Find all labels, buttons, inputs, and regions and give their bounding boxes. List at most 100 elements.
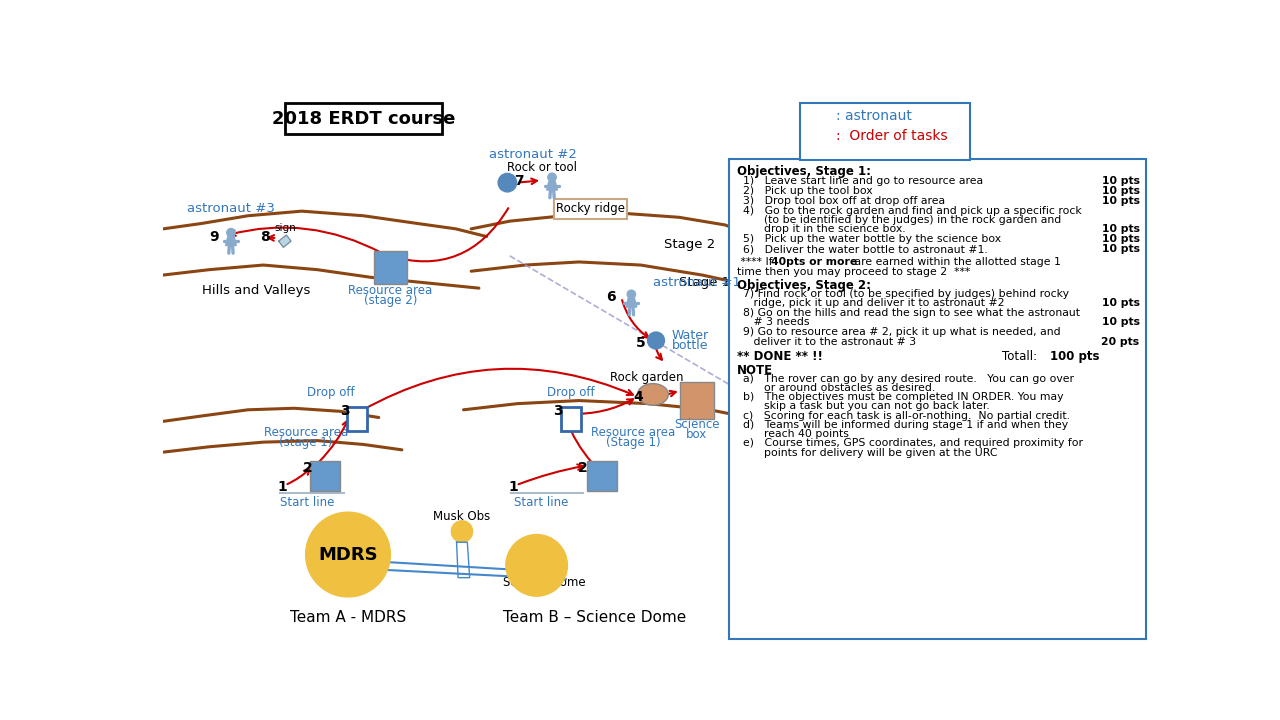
Text: :  Order of tasks: : Order of tasks	[836, 129, 947, 143]
Circle shape	[451, 521, 472, 542]
Circle shape	[498, 174, 517, 192]
Text: 10 pts: 10 pts	[1102, 196, 1139, 206]
Text: 2: 2	[579, 461, 588, 474]
Text: 2018 ERDT course: 2018 ERDT course	[271, 109, 456, 127]
Text: Resource area: Resource area	[591, 426, 675, 439]
Text: : astronaut: : astronaut	[836, 109, 913, 122]
Circle shape	[818, 115, 826, 122]
FancyBboxPatch shape	[310, 462, 339, 490]
Text: ** DONE ** !!: ** DONE ** !!	[737, 350, 823, 363]
FancyBboxPatch shape	[562, 408, 581, 431]
Text: # 3 needs: # 3 needs	[742, 318, 809, 328]
Text: 4)   Go to the rock garden and find and pick up a specific rock: 4) Go to the rock garden and find and pi…	[742, 206, 1082, 216]
Text: 20 pts: 20 pts	[1101, 337, 1139, 346]
Text: 6)   Deliver the water bottle to astronaut #1.: 6) Deliver the water bottle to astronaut…	[742, 244, 988, 254]
Text: Stage 2: Stage 2	[664, 238, 716, 251]
Text: 10 pts: 10 pts	[1102, 298, 1139, 308]
Text: Resource area: Resource area	[264, 426, 348, 439]
Text: 1: 1	[278, 480, 288, 494]
Text: are earned within the allotted stage 1: are earned within the allotted stage 1	[851, 257, 1061, 267]
Text: c)   Scoring for each task is all-or-nothing.  No partial credit.: c) Scoring for each task is all-or-nothi…	[742, 410, 1070, 420]
Text: Start line: Start line	[280, 495, 334, 509]
Text: Science dome: Science dome	[503, 576, 586, 589]
Text: 4: 4	[634, 390, 643, 404]
Text: 10 pts: 10 pts	[1102, 176, 1139, 186]
Text: 1)   Leave start line and go to resource area: 1) Leave start line and go to resource a…	[742, 176, 983, 186]
Text: 5: 5	[636, 336, 645, 350]
FancyBboxPatch shape	[680, 382, 714, 419]
Circle shape	[548, 173, 557, 181]
Text: astronaut #2: astronaut #2	[489, 148, 577, 161]
Text: skip a task but you can not go back later.: skip a task but you can not go back late…	[742, 401, 989, 411]
Polygon shape	[225, 237, 237, 246]
Text: reach 40 points: reach 40 points	[742, 429, 849, 439]
FancyBboxPatch shape	[730, 159, 1147, 639]
Polygon shape	[817, 122, 827, 130]
Circle shape	[227, 228, 236, 237]
Text: Rock or tool: Rock or tool	[507, 161, 577, 174]
Text: Science: Science	[675, 418, 719, 431]
Circle shape	[627, 290, 636, 299]
Text: 5)   Pick up the water bottle by the science box: 5) Pick up the water bottle by the scien…	[742, 234, 1001, 244]
Text: 10 pts: 10 pts	[1102, 318, 1139, 328]
Text: 10 pts: 10 pts	[1102, 224, 1139, 234]
Text: 1: 1	[508, 480, 518, 494]
Text: e)   Course times, GPS coordinates, and required proximity for: e) Course times, GPS coordinates, and re…	[742, 438, 1083, 449]
Text: 7) Find rock or tool (to be specified by judges) behind rocky: 7) Find rock or tool (to be specified by…	[742, 289, 1069, 299]
Circle shape	[506, 534, 567, 596]
Circle shape	[648, 332, 664, 349]
Polygon shape	[457, 542, 470, 577]
Text: Team A - MDRS: Team A - MDRS	[289, 611, 406, 625]
Text: (to be identified by the judges) in the rock garden and: (to be identified by the judges) in the …	[742, 215, 1061, 225]
Ellipse shape	[637, 384, 668, 405]
Text: d)   Teams will be informed during stage 1 if and when they: d) Teams will be informed during stage 1…	[742, 420, 1068, 430]
Text: 2)   Pick up the tool box: 2) Pick up the tool box	[742, 186, 873, 196]
Text: astronaut #1: astronaut #1	[653, 276, 741, 289]
Text: b)   The objectives must be completed IN ORDER. You may: b) The objectives must be completed IN O…	[742, 392, 1064, 402]
Text: Stage 1: Stage 1	[680, 276, 731, 289]
Text: Team B – Science Dome: Team B – Science Dome	[503, 611, 686, 625]
Text: MDRS: MDRS	[319, 546, 378, 564]
Text: (stage 1): (stage 1)	[279, 436, 333, 449]
Circle shape	[306, 512, 390, 597]
Text: 3)   Drop tool box off at drop off area: 3) Drop tool box off at drop off area	[742, 196, 945, 206]
Text: Water: Water	[672, 328, 709, 341]
Text: Rocky ridge: Rocky ridge	[556, 202, 625, 215]
Polygon shape	[547, 181, 558, 190]
Text: 100 pts: 100 pts	[1050, 350, 1100, 363]
Text: (stage 2): (stage 2)	[364, 294, 417, 307]
Text: 10 pts: 10 pts	[1102, 244, 1139, 254]
Text: Musk Obs: Musk Obs	[434, 510, 490, 523]
Text: Totall:: Totall:	[1002, 350, 1038, 363]
Text: 10 pts: 10 pts	[1102, 186, 1139, 196]
Text: a)   The rover can go by any desired route.   You can go over: a) The rover can go by any desired route…	[742, 374, 1074, 384]
Text: Drop off: Drop off	[307, 387, 355, 400]
Text: Resource area: Resource area	[348, 284, 433, 297]
FancyBboxPatch shape	[588, 462, 617, 490]
Text: (Stage 1): (Stage 1)	[605, 436, 660, 449]
Text: Objectives, Stage 1:: Objectives, Stage 1:	[737, 165, 870, 178]
Text: box: box	[686, 428, 708, 441]
Text: 8) Go on the hills and read the sign to see what the astronaut: 8) Go on the hills and read the sign to …	[742, 308, 1080, 318]
Text: 10 pts: 10 pts	[1102, 234, 1139, 244]
Text: time then you may proceed to stage 2  ***: time then you may proceed to stage 2 ***	[737, 266, 970, 276]
FancyBboxPatch shape	[800, 102, 970, 160]
Text: deliver it to the astronaut # 3: deliver it to the astronaut # 3	[742, 337, 916, 346]
Text: Start line: Start line	[513, 495, 568, 509]
FancyBboxPatch shape	[285, 104, 442, 134]
Text: drop it in the science box.: drop it in the science box.	[742, 224, 906, 234]
Text: 8: 8	[260, 230, 270, 244]
Text: 3: 3	[553, 405, 562, 418]
Text: Drop off: Drop off	[548, 387, 595, 400]
FancyBboxPatch shape	[374, 251, 407, 284]
FancyBboxPatch shape	[554, 199, 627, 219]
Text: Hills and Valleys: Hills and Valleys	[202, 284, 310, 297]
Text: 3: 3	[340, 405, 349, 418]
Text: bottle: bottle	[672, 339, 708, 352]
Text: 9) Go to resource area # 2, pick it up what is needed, and: 9) Go to resource area # 2, pick it up w…	[742, 328, 1061, 338]
Text: **** If: **** If	[737, 257, 776, 267]
Polygon shape	[279, 235, 291, 248]
Text: Rock garden: Rock garden	[611, 371, 684, 384]
Text: 7: 7	[515, 174, 524, 188]
Text: ridge, pick it up and deliver it to astronaut #2: ridge, pick it up and deliver it to astr…	[742, 298, 1005, 308]
